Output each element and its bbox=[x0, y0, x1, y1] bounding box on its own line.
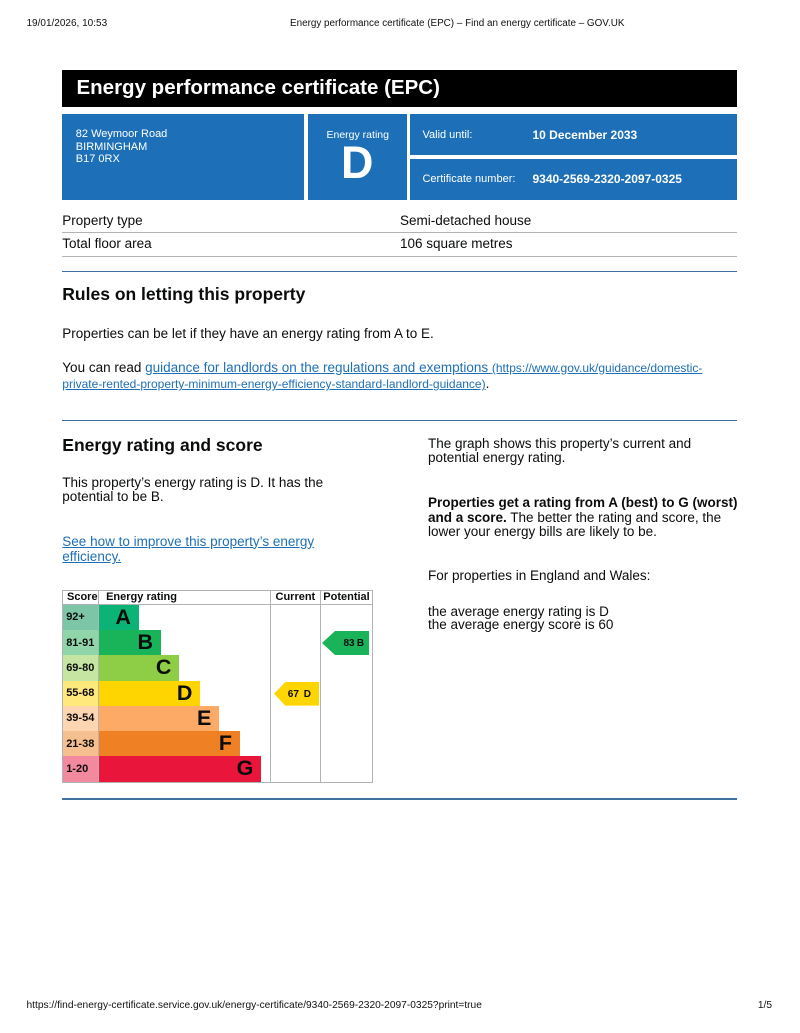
svg-text:67: 67 bbox=[288, 689, 300, 700]
svg-text:D: D bbox=[304, 689, 311, 700]
svg-text:83: 83 bbox=[343, 638, 355, 649]
svg-text:B: B bbox=[357, 638, 364, 649]
